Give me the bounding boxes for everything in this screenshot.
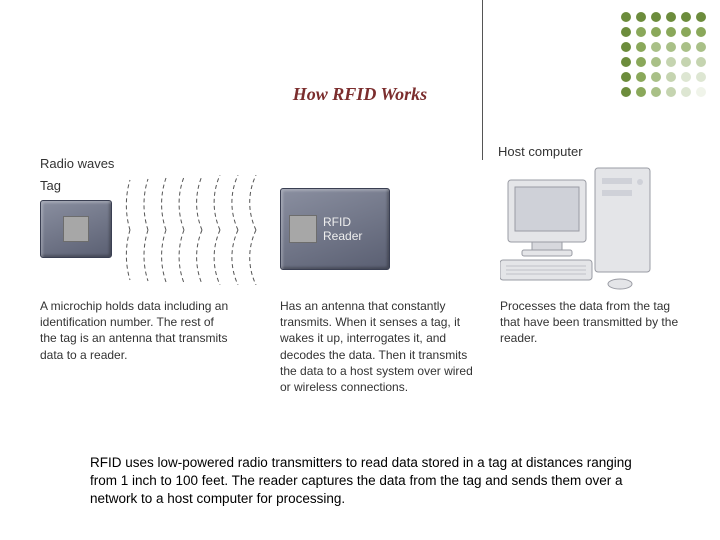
- decorative-dot: [696, 27, 706, 37]
- decorative-dot: [666, 57, 676, 67]
- tag-chip-icon: [63, 216, 89, 242]
- decorative-dot: [666, 12, 676, 22]
- decorative-dot: [666, 27, 676, 37]
- decorative-dot: [696, 72, 706, 82]
- reader-chip-icon: [289, 215, 317, 243]
- decorative-dot: [696, 42, 706, 52]
- tag-description: A microchip holds data including an iden…: [40, 298, 230, 363]
- decorative-dot: [621, 72, 631, 82]
- reader-box-label: RFID Reader: [323, 215, 362, 244]
- decorative-dot: [621, 12, 631, 22]
- computer-description: Processes the data from the tag that hav…: [500, 298, 688, 347]
- decorative-dot: [666, 72, 676, 82]
- decorative-dot: [696, 57, 706, 67]
- connector-line: [398, 228, 493, 229]
- tag-label: Tag: [40, 178, 61, 193]
- decorative-dot: [681, 72, 691, 82]
- decorative-dot: [636, 42, 646, 52]
- decorative-dot: [621, 42, 631, 52]
- page-title: How RFID Works: [0, 84, 720, 105]
- host-computer-icon: [500, 160, 670, 290]
- vertical-divider: [482, 0, 483, 160]
- radio-waves-label: Radio waves: [40, 156, 114, 171]
- decorative-dot: [621, 57, 631, 67]
- decorative-dot: [636, 27, 646, 37]
- reader-description: Has an antenna that constantly transmits…: [280, 298, 480, 395]
- decorative-dot: [681, 12, 691, 22]
- tag-box: [40, 200, 112, 258]
- decorative-dot: [636, 12, 646, 22]
- radio-waves-icon: [120, 175, 280, 285]
- decorative-dot: [636, 57, 646, 67]
- host-computer-label: Host computer: [498, 144, 583, 159]
- rfid-reader-box: RFID Reader: [280, 188, 390, 270]
- decorative-dot: [636, 72, 646, 82]
- decorative-dot: [621, 27, 631, 37]
- decorative-dot: [681, 27, 691, 37]
- decorative-dot: [696, 12, 706, 22]
- decorative-dot: [681, 42, 691, 52]
- decorative-dot: [666, 42, 676, 52]
- decorative-dot: [651, 72, 661, 82]
- decorative-dot: [681, 57, 691, 67]
- decorative-dot: [651, 57, 661, 67]
- decorative-dot: [651, 27, 661, 37]
- decorative-dot: [651, 12, 661, 22]
- decorative-dot: [651, 42, 661, 52]
- caption-text: RFID uses low-powered radio transmitters…: [90, 454, 650, 509]
